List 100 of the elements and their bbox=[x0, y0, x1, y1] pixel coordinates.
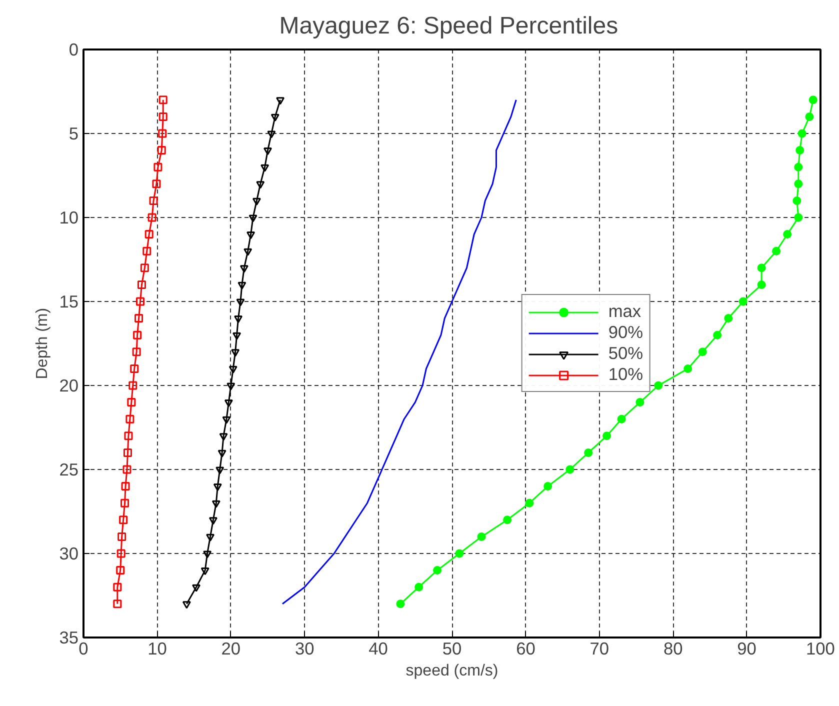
point bbox=[152, 180, 161, 188]
point bbox=[148, 213, 156, 222]
point bbox=[149, 196, 158, 205]
point bbox=[264, 148, 272, 156]
point bbox=[203, 550, 212, 558]
point bbox=[270, 114, 280, 122]
point bbox=[200, 568, 210, 576]
point bbox=[433, 566, 442, 575]
point bbox=[158, 112, 168, 121]
point bbox=[244, 248, 252, 256]
point bbox=[584, 448, 593, 457]
legend-label: 50% bbox=[608, 343, 643, 364]
point bbox=[219, 433, 228, 441]
legend-label: max bbox=[608, 301, 642, 322]
point bbox=[119, 516, 128, 524]
point bbox=[123, 448, 132, 457]
x-tick-label: 30 bbox=[294, 638, 314, 658]
legend-label: 10% bbox=[608, 364, 643, 385]
point bbox=[216, 466, 224, 474]
point bbox=[544, 482, 552, 491]
x-tick-label: 50 bbox=[442, 638, 462, 658]
point bbox=[234, 316, 243, 324]
point bbox=[267, 130, 276, 138]
point bbox=[208, 517, 218, 525]
point bbox=[154, 162, 162, 172]
point bbox=[252, 198, 261, 206]
point bbox=[130, 364, 139, 373]
point bbox=[206, 534, 215, 542]
point bbox=[116, 549, 126, 558]
x-tick-label: 40 bbox=[368, 638, 388, 658]
point bbox=[794, 213, 803, 222]
y-tick-label: 5 bbox=[68, 124, 79, 144]
point bbox=[137, 280, 146, 289]
x-tick-label: 20 bbox=[221, 638, 241, 658]
point bbox=[226, 382, 236, 390]
x-tick-label: 10 bbox=[148, 638, 167, 658]
point bbox=[158, 96, 168, 104]
point bbox=[256, 181, 265, 189]
point bbox=[772, 246, 781, 256]
point bbox=[124, 432, 133, 440]
point bbox=[136, 297, 144, 306]
point bbox=[113, 582, 122, 592]
point bbox=[248, 214, 258, 222]
point bbox=[157, 146, 166, 155]
point bbox=[477, 532, 486, 541]
point bbox=[260, 164, 270, 172]
point bbox=[738, 297, 748, 306]
point bbox=[128, 381, 138, 390]
y-axis-title: Depth (m) bbox=[34, 308, 52, 380]
point bbox=[132, 348, 141, 356]
chart-title: Mayaguez 6: Speed Percentiles bbox=[279, 12, 618, 40]
point bbox=[121, 482, 130, 491]
point bbox=[617, 414, 626, 424]
point bbox=[222, 416, 231, 424]
point bbox=[757, 280, 766, 289]
point bbox=[798, 129, 806, 138]
point bbox=[684, 364, 692, 373]
point bbox=[713, 330, 722, 340]
point bbox=[134, 314, 144, 323]
point bbox=[158, 129, 167, 138]
point bbox=[455, 549, 464, 558]
point bbox=[231, 349, 240, 357]
point bbox=[113, 600, 122, 608]
point bbox=[796, 146, 804, 155]
point bbox=[636, 398, 644, 407]
point bbox=[118, 532, 126, 541]
point bbox=[232, 332, 242, 340]
line-series bbox=[282, 99, 517, 605]
point bbox=[120, 498, 130, 508]
point bbox=[246, 232, 256, 240]
y-tick-label: 20 bbox=[59, 376, 79, 396]
point bbox=[602, 432, 612, 440]
point bbox=[724, 314, 733, 323]
point bbox=[654, 381, 663, 390]
point bbox=[126, 414, 134, 424]
point bbox=[240, 265, 248, 273]
point bbox=[236, 298, 245, 306]
x-tick-label: 100 bbox=[806, 638, 835, 658]
point bbox=[503, 516, 512, 524]
point bbox=[396, 600, 405, 608]
y-tick-label: 10 bbox=[59, 208, 79, 228]
y-tick-label: 30 bbox=[59, 544, 79, 564]
x-tick-label: 80 bbox=[663, 638, 683, 658]
point bbox=[783, 230, 792, 239]
point bbox=[808, 96, 818, 104]
y-tick-label: 35 bbox=[59, 628, 79, 648]
point bbox=[192, 584, 201, 592]
x-tick-label: 90 bbox=[737, 638, 756, 658]
point bbox=[566, 465, 574, 474]
point bbox=[224, 400, 233, 408]
point bbox=[213, 484, 222, 492]
point bbox=[525, 498, 534, 508]
point bbox=[212, 500, 220, 508]
point bbox=[116, 566, 125, 575]
point bbox=[218, 450, 226, 458]
legend-label: 90% bbox=[608, 322, 643, 343]
point bbox=[757, 264, 766, 272]
x-tick-label: 60 bbox=[516, 638, 536, 658]
point bbox=[805, 112, 814, 121]
point bbox=[238, 282, 246, 290]
